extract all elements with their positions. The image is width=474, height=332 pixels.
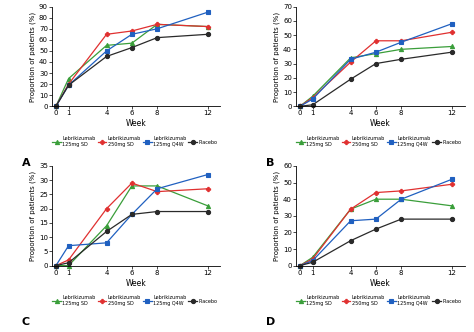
Y-axis label: Proportion of patients (%): Proportion of patients (%) xyxy=(274,11,280,102)
Y-axis label: Proportion of patients (%): Proportion of patients (%) xyxy=(274,171,280,261)
Legend: Lebrikizumab
125mg SD, Lebrikizumab
250mg SD, Lebrikizumab
125mg Q4W, Placebo: Lebrikizumab 125mg SD, Lebrikizumab 250m… xyxy=(52,136,218,147)
Y-axis label: Proportion of patients (%): Proportion of patients (%) xyxy=(30,11,36,102)
Y-axis label: Proportion of patients (%): Proportion of patients (%) xyxy=(30,171,36,261)
Text: A: A xyxy=(22,158,30,168)
Legend: Lebrikizumab
125mg SD, Lebrikizumab
250mg SD, Lebrikizumab
125mg Q4W, Placebo: Lebrikizumab 125mg SD, Lebrikizumab 250m… xyxy=(52,295,218,306)
Text: C: C xyxy=(22,317,30,327)
X-axis label: Week: Week xyxy=(126,119,146,128)
Text: B: B xyxy=(266,158,274,168)
X-axis label: Week: Week xyxy=(370,279,391,288)
X-axis label: Week: Week xyxy=(126,279,146,288)
X-axis label: Week: Week xyxy=(370,119,391,128)
Legend: Lebrikizumab
125mg SD, Lebrikizumab
250mg SD, Lebrikizumab
125mg Q4W, Placebo: Lebrikizumab 125mg SD, Lebrikizumab 250m… xyxy=(296,136,462,147)
Text: D: D xyxy=(266,317,275,327)
Legend: Lebrikizumab
125mg SD, Lebrikizumab
250mg SD, Lebrikizumab
125mg Q4W, Placebo: Lebrikizumab 125mg SD, Lebrikizumab 250m… xyxy=(296,295,462,306)
